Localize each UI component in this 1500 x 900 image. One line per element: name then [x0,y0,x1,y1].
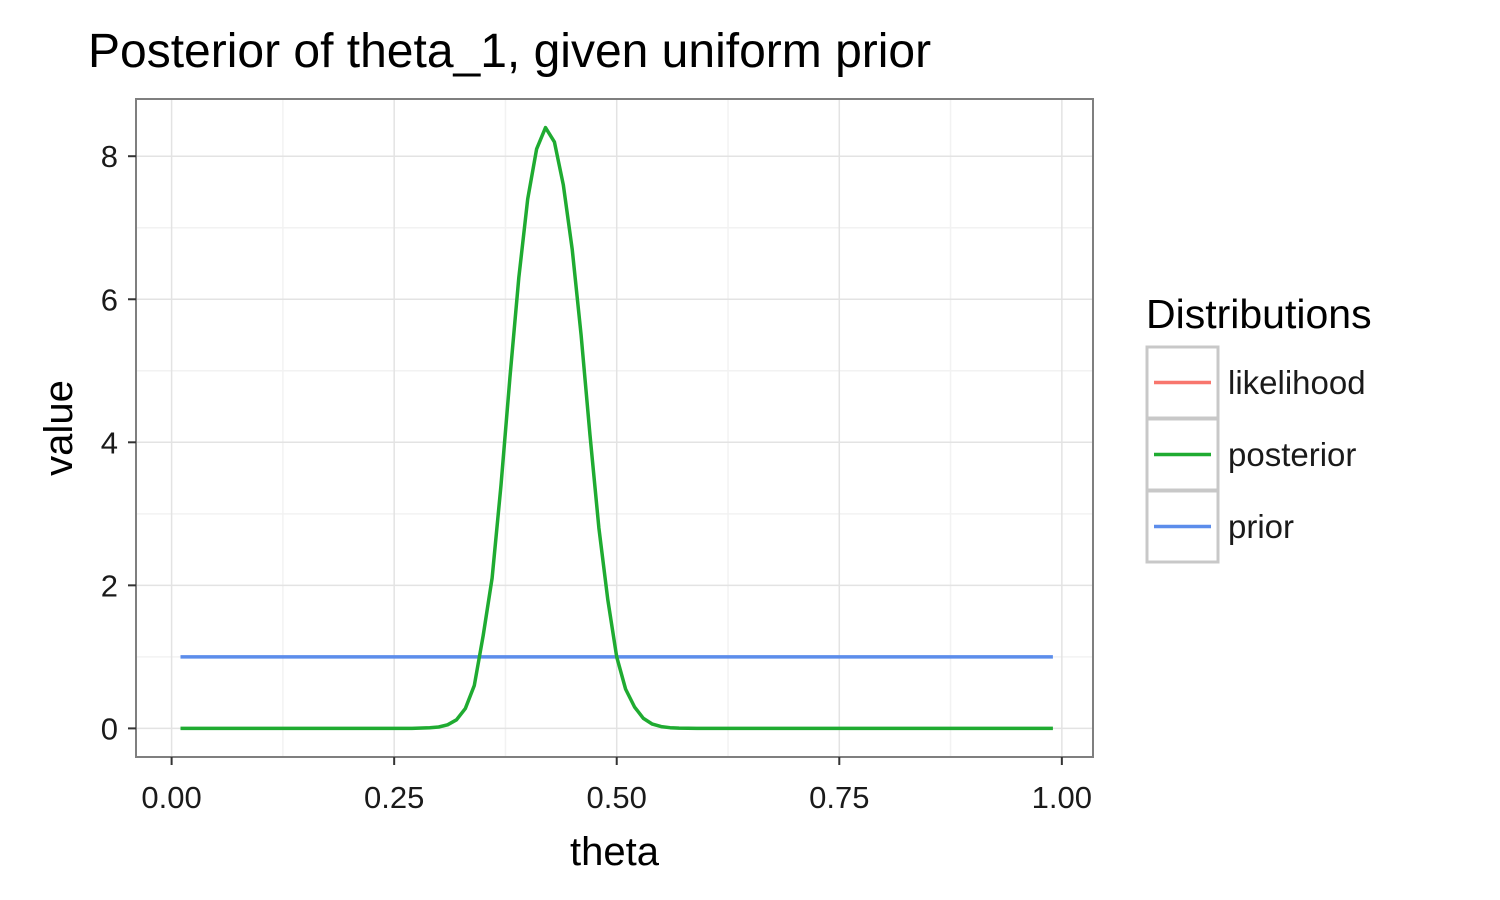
y-tick-label: 2 [101,568,118,603]
legend-label: prior [1228,508,1294,545]
series-layer [180,125,1053,731]
x-axis-title: theta [570,830,660,874]
plot-panel-border [135,98,1094,758]
y-tick-label: 8 [101,139,118,174]
legend-label: posterior [1228,436,1356,473]
y-tick-label: 0 [101,711,118,746]
legend-item-likelihood: likelihood [1145,345,1366,420]
chart-title: Posterior of theta_1, given uniform prio… [88,25,931,78]
x-tick-label: 1.00 [1032,780,1092,815]
y-axis: 0 2 4 6 8 [101,139,136,746]
y-tick-label: 4 [101,425,118,460]
y-tick-label: 6 [101,282,118,317]
legend-label: likelihood [1228,364,1366,401]
x-tick-label: 0.25 [364,780,424,815]
x-tick-label: 0.50 [587,780,647,815]
x-axis: 0.00 0.25 0.50 0.75 1.00 [141,757,1092,815]
legend: Distributions likelihood posterior prior [1145,291,1372,564]
legend-title: Distributions [1146,291,1372,337]
series-line-posterior [180,125,1053,731]
y-axis-title: value [37,380,81,476]
legend-item-prior: prior [1145,489,1294,564]
x-tick-label: 0.75 [809,780,869,815]
legend-entries: likelihood posterior prior [1145,345,1366,564]
x-tick-label: 0.00 [141,780,201,815]
legend-item-posterior: posterior [1145,417,1356,492]
